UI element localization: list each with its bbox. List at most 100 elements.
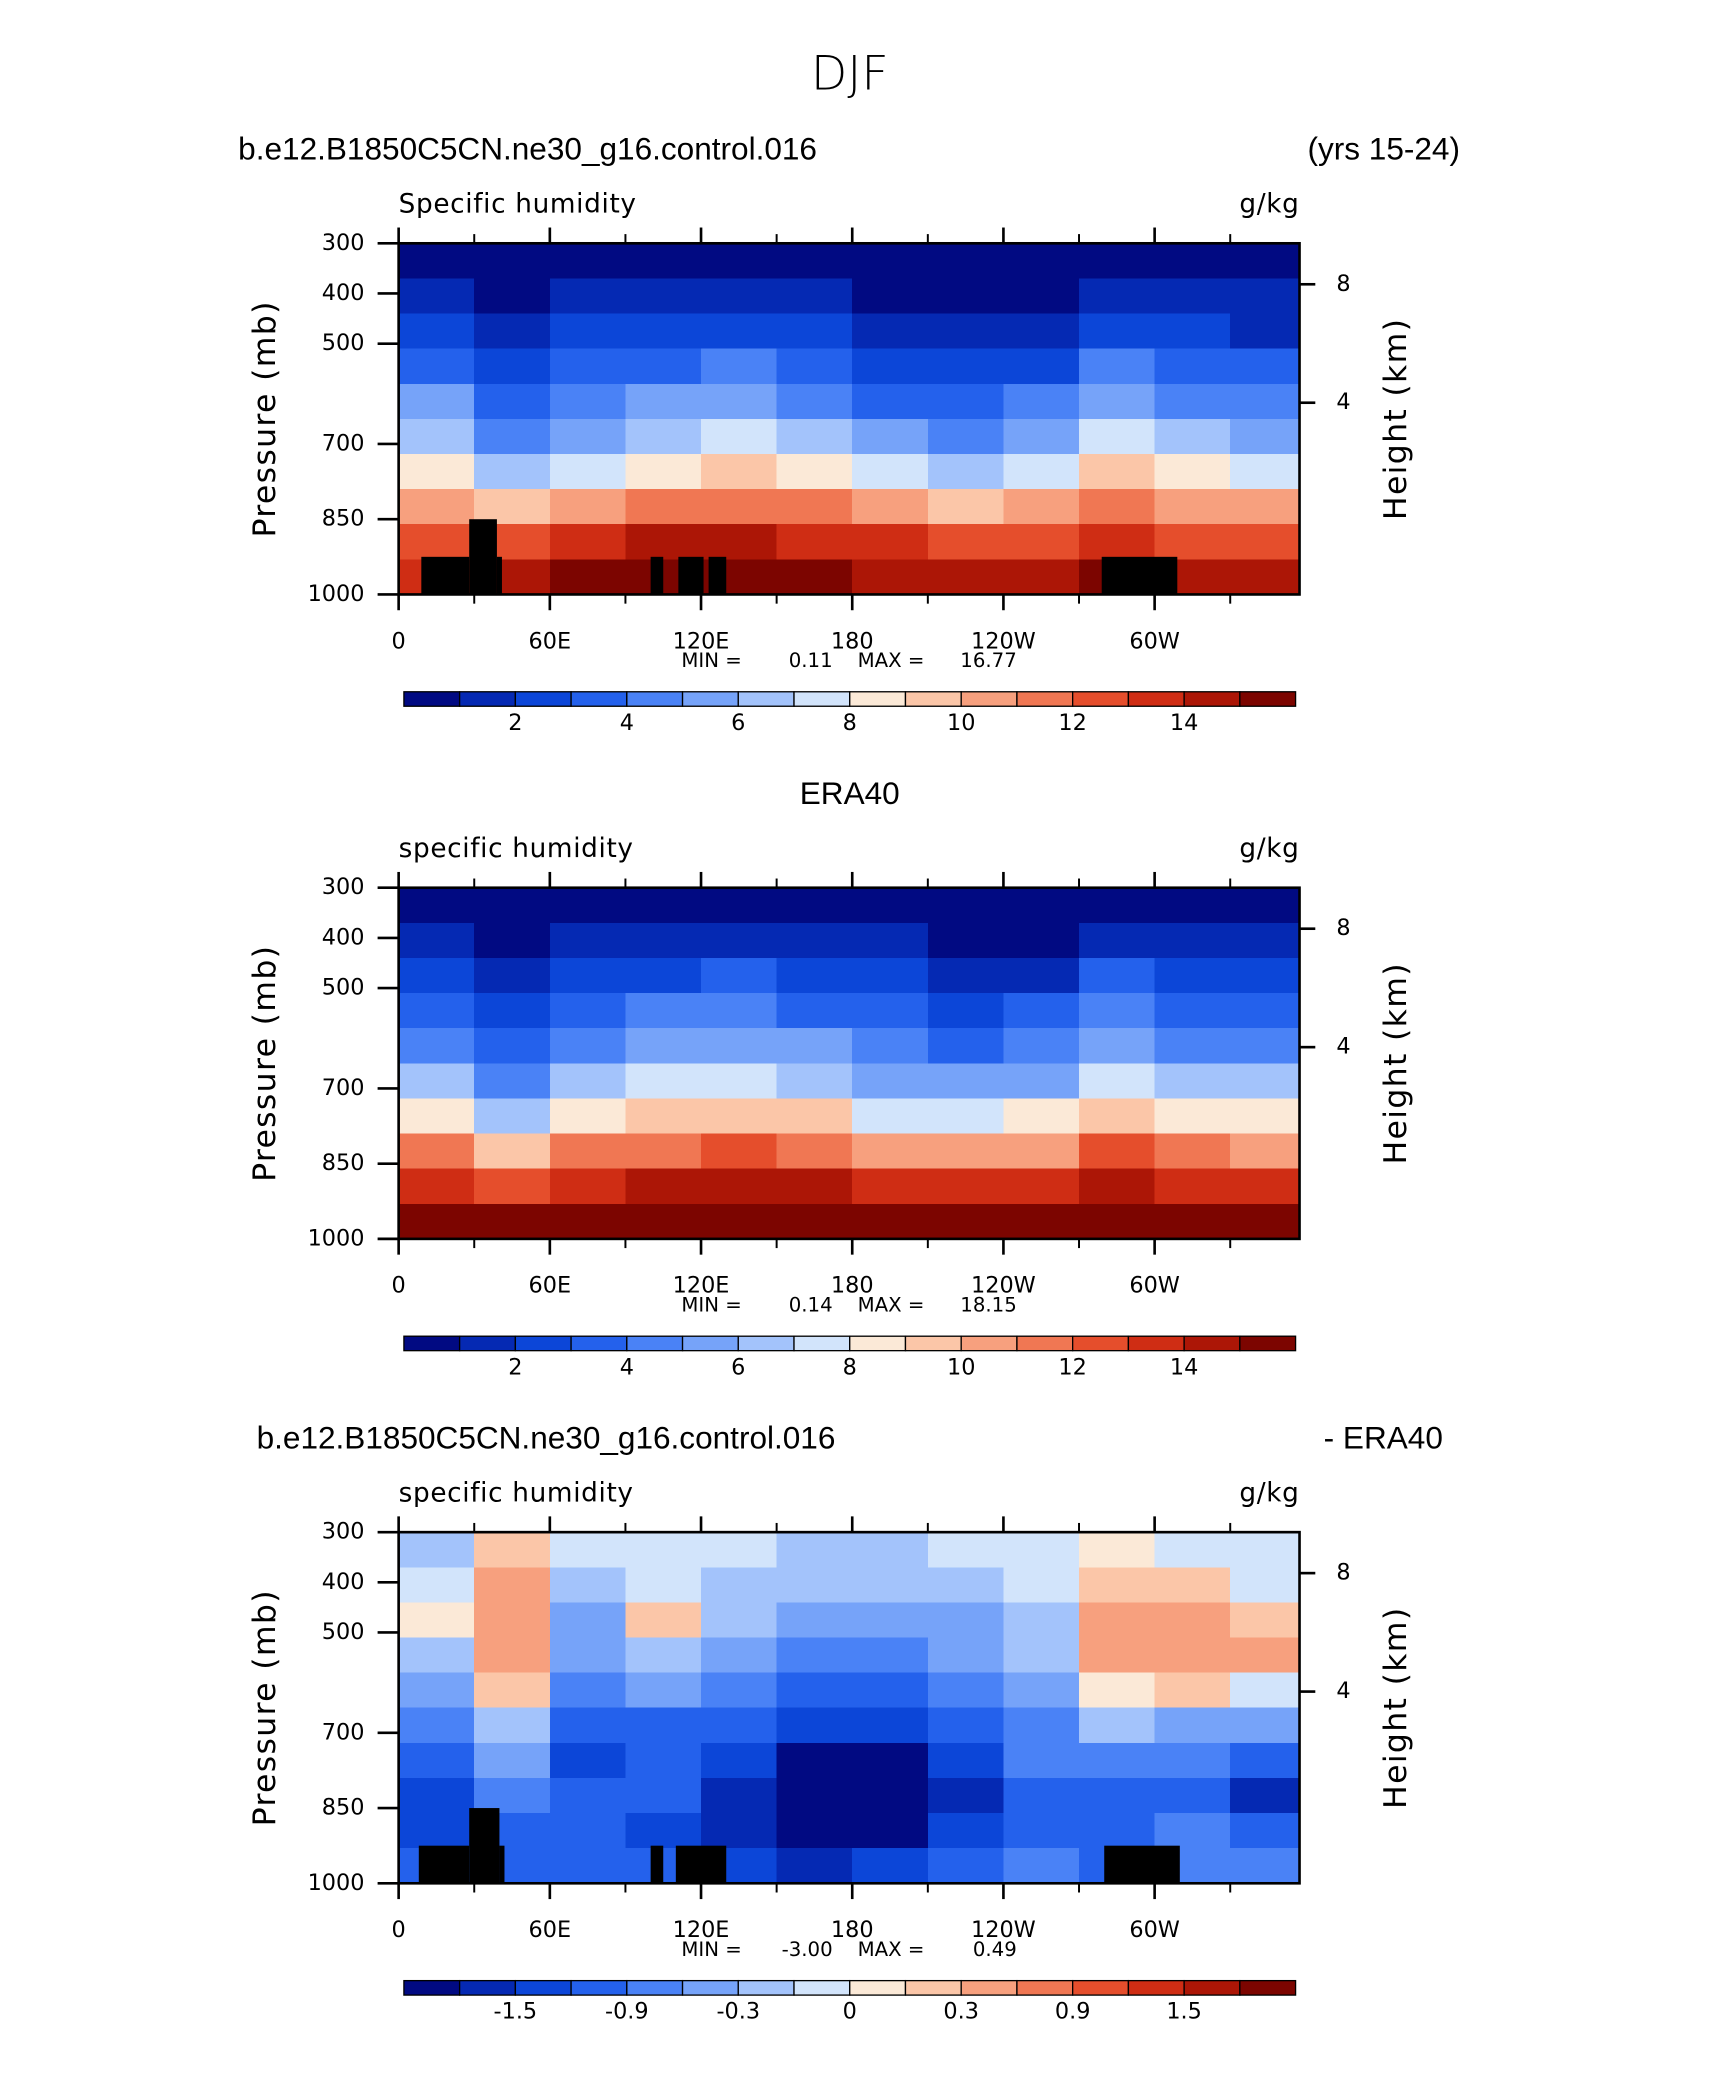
plot-frame [397, 241, 1301, 596]
x-tick-label: 120W [971, 1273, 1036, 1299]
field-cell [398, 993, 476, 1029]
field-cell [1079, 1567, 1156, 1604]
field-cell [1003, 313, 1080, 350]
y2-tick-label: 4 [1336, 1034, 1350, 1060]
y-tick-label: 700 [322, 1719, 365, 1745]
y-tick-label: 500 [322, 975, 365, 1001]
field-cell [625, 1028, 702, 1065]
field-cell [549, 1848, 627, 1885]
x-tick-label: 120E [673, 628, 730, 654]
field-cell [1079, 1777, 1156, 1814]
field-cell [852, 1848, 929, 1885]
y-tick-label: 400 [322, 280, 365, 306]
field-cell [1230, 922, 1301, 959]
field-cell [701, 453, 778, 490]
field-cell [1154, 243, 1232, 280]
field-cell [474, 1028, 551, 1065]
max-label: MAX = [858, 649, 925, 672]
colorbar-box [1127, 691, 1185, 707]
field-cell [1154, 1203, 1232, 1240]
colorbar-box [1016, 1335, 1074, 1352]
field-cell [1003, 1637, 1080, 1674]
field-cell [701, 278, 778, 315]
field-cell [1079, 348, 1156, 385]
field-cell [1079, 1133, 1156, 1170]
field-cell [701, 348, 778, 385]
field-cell [549, 1028, 627, 1065]
field-cell [474, 887, 551, 924]
field-cell [1003, 993, 1080, 1029]
field-cell [625, 922, 702, 959]
topography-mask [708, 556, 727, 595]
field-cell [549, 383, 627, 420]
field-cell [927, 348, 1005, 385]
field-cell [549, 1532, 627, 1569]
field-cell [927, 559, 1005, 596]
field-cell [474, 1203, 551, 1240]
field-cell [1003, 1203, 1080, 1240]
colorbar-box [1239, 691, 1297, 707]
figure-title: DJF [811, 46, 889, 101]
field-cell [625, 489, 702, 526]
field-cell [1154, 453, 1232, 490]
colorbar-box [1239, 1335, 1297, 1352]
field-cell [1230, 887, 1301, 924]
field-cell [625, 1168, 702, 1205]
x-tick-label: 60W [1129, 1273, 1180, 1299]
field-cell [852, 887, 929, 924]
field-cell [852, 418, 929, 455]
field-cell [776, 1063, 854, 1100]
field-cell [1230, 1602, 1301, 1639]
field-cell [1003, 887, 1080, 924]
x-tick-label: 180 [831, 1917, 874, 1943]
colorbar-box [1239, 1979, 1297, 1996]
colorbar-box [960, 1979, 1018, 1996]
field-cell [549, 1203, 627, 1240]
field-cell [1230, 418, 1301, 455]
y-tick-label: 400 [322, 1569, 365, 1595]
field-cell [474, 1098, 551, 1135]
field-cell [1003, 1777, 1080, 1814]
field-cell [1003, 559, 1080, 596]
field-cell [549, 524, 627, 561]
field-cell [1079, 1168, 1156, 1205]
colorbar-box [960, 1335, 1018, 1352]
field-cell [927, 1098, 1005, 1135]
field-cell [852, 1567, 929, 1604]
topography-mask [469, 1808, 500, 1884]
field-cell [852, 453, 929, 490]
field-cell [701, 313, 778, 350]
field-cell [398, 383, 476, 420]
field-cell [852, 383, 929, 420]
field-cell [776, 1133, 854, 1170]
field-cell [474, 278, 551, 315]
field-cell [1230, 1777, 1301, 1814]
field-cell [1154, 1133, 1232, 1170]
field-cell [776, 383, 854, 420]
field-cell [625, 957, 702, 994]
field-cell [1230, 453, 1301, 490]
field-cell [1003, 1133, 1080, 1170]
field-cell [549, 1672, 627, 1709]
field-cell [927, 1742, 1005, 1779]
field-cell [852, 524, 929, 561]
colorbar-label: 10 [947, 710, 975, 736]
field-cell [398, 1742, 476, 1779]
field-cell [474, 1602, 551, 1639]
min-label: MIN = [681, 1293, 741, 1316]
field-cell [1154, 1707, 1232, 1744]
field-cell [549, 1098, 627, 1135]
field-cell [927, 922, 1005, 959]
colorbar-box [681, 691, 739, 707]
x-tick-label: 0 [392, 1917, 406, 1943]
field-cell [549, 1063, 627, 1100]
colorbar-box [904, 1335, 962, 1352]
field-cell [1079, 1098, 1156, 1135]
colorbar-label: 6 [731, 710, 745, 736]
field-cell [776, 1602, 854, 1639]
units: g/kg [1239, 834, 1299, 864]
field-cell [398, 1028, 476, 1065]
colorbar-box [626, 691, 684, 707]
field-cell [625, 1203, 702, 1240]
field-cell [474, 1742, 551, 1779]
